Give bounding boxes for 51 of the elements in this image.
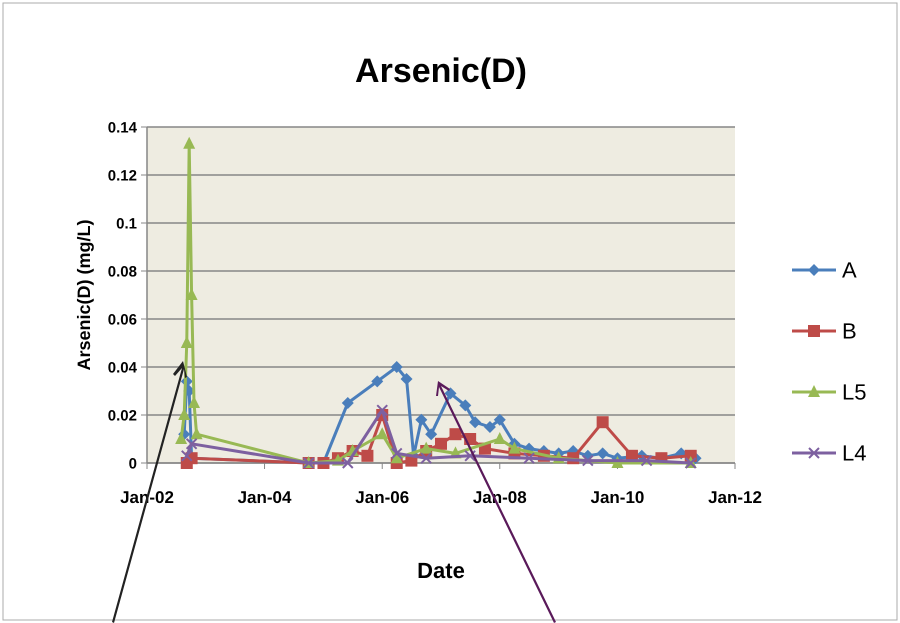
point <box>582 454 594 467</box>
x-tick-label: Jan-12 <box>708 488 762 507</box>
point <box>444 387 456 400</box>
legend-label: L4 <box>842 440 866 466</box>
point <box>415 414 428 426</box>
legend-label: B <box>842 318 857 344</box>
y-tick-label: 0 <box>128 455 137 472</box>
y-tick-label: 0.1 <box>116 215 137 232</box>
point <box>464 450 476 462</box>
point <box>371 375 384 388</box>
x-tick-label: Jan-10 <box>590 488 644 507</box>
y-axis-title: Arsenic(D) (mg/L) <box>74 219 94 371</box>
point <box>508 442 520 454</box>
point <box>175 432 188 444</box>
y-tick-label: 0.12 <box>108 167 137 184</box>
point <box>420 452 432 464</box>
point <box>596 416 609 428</box>
point <box>376 404 388 416</box>
point <box>361 450 374 462</box>
point <box>376 427 388 440</box>
y-tick-label: 0.08 <box>108 263 137 280</box>
y-tick-label: 0.06 <box>108 311 137 328</box>
point <box>523 452 536 464</box>
point <box>640 454 653 467</box>
point <box>183 136 196 149</box>
point <box>459 399 472 412</box>
legend-label: L5 <box>842 380 866 405</box>
legend-label: A <box>842 258 857 283</box>
point <box>435 438 447 450</box>
point <box>494 432 506 444</box>
x-tick-label: Jan-06 <box>355 488 410 507</box>
point <box>180 450 193 462</box>
point <box>425 428 438 440</box>
point <box>186 438 198 450</box>
x-tick-label: Jan-04 <box>238 488 292 507</box>
y-tick-label: 0.02 <box>108 407 137 424</box>
point <box>449 428 462 440</box>
point <box>596 447 609 460</box>
point <box>390 447 403 460</box>
point <box>342 397 354 409</box>
point <box>484 421 496 433</box>
chart-title: Arsenic(D) <box>355 52 527 90</box>
point <box>390 361 403 373</box>
point <box>420 442 432 454</box>
point <box>400 373 413 385</box>
point <box>342 457 354 469</box>
point <box>469 416 482 428</box>
y-tick-label: 0.04 <box>108 359 138 376</box>
x-axis-title: Date <box>417 558 465 583</box>
point <box>494 414 506 426</box>
y-tick-label: 0.14 <box>108 119 138 136</box>
